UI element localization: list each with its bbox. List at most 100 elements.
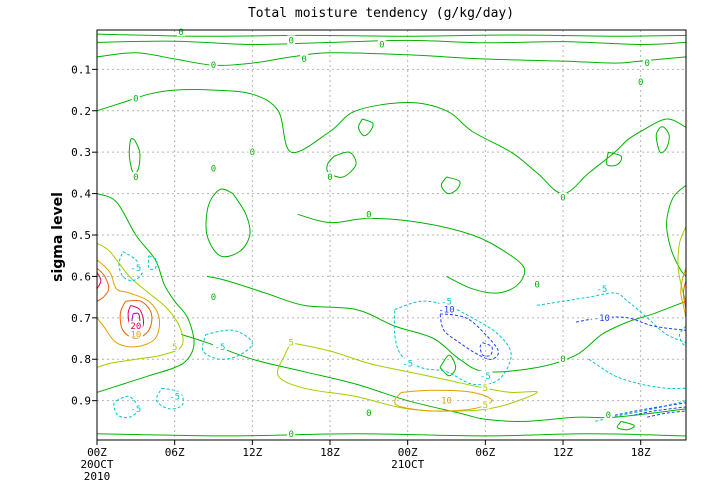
contour-line-0 (97, 33, 686, 37)
grid-lines (97, 30, 686, 440)
contour-line-20 (97, 272, 102, 290)
contour-label: 10 (130, 330, 141, 340)
contour-line-10 (680, 267, 686, 318)
axis-ticks (92, 68, 642, 445)
contour-line-neg5 (588, 358, 686, 390)
y-axis-label: sigma level (50, 192, 66, 282)
y-tick-label: 0.9 (71, 395, 91, 408)
contour-line-10 (394, 389, 493, 412)
contour-label-bg (170, 341, 179, 351)
contour-label-bg (594, 283, 609, 293)
contour-label: 20 (130, 322, 141, 332)
y-tick-label: 0.6 (71, 270, 91, 283)
contour-line-neg5 (537, 292, 686, 344)
x-tick-label: 06Z (475, 446, 495, 459)
contour-label-bg (209, 163, 218, 173)
y-tick-label: 0.3 (71, 146, 91, 159)
contour-label: -10 (594, 314, 610, 324)
contour-label-bg (439, 395, 454, 405)
contour-line-neg5 (118, 251, 143, 282)
x-tick-date-label: 20OCT (80, 458, 113, 471)
contour-label-bg (128, 329, 143, 339)
contour-label: 0 (178, 28, 183, 38)
contour-label: 0 (560, 355, 565, 365)
contour-label-bg (481, 383, 490, 393)
contour-label: 0 (301, 55, 306, 65)
contour-label-bg (248, 147, 257, 157)
contour-label: -10 (438, 306, 454, 316)
contour-label: 0 (638, 78, 643, 88)
contour-label-bg (177, 27, 186, 37)
contour-line-0 (97, 193, 195, 393)
contour-line-0 (128, 138, 141, 175)
contour-label-bg (167, 391, 182, 401)
contour-label-bg (364, 408, 373, 418)
contour-label: 0 (288, 430, 293, 440)
contour-line-0 (97, 39, 686, 46)
contour-label-bg (439, 296, 454, 306)
contour-line-neg10 (439, 313, 499, 360)
contour-label-bg (326, 172, 335, 182)
y-tick-label: 0.8 (71, 353, 91, 366)
contour-line-0 (97, 89, 686, 195)
contour-line-0 (358, 118, 374, 137)
contour-label: 0 (644, 59, 649, 69)
contour-label-bg (128, 403, 143, 413)
contour-label-bg (400, 358, 415, 368)
contour-label-bg (131, 172, 140, 182)
contour-label: 0 (534, 281, 539, 291)
contour-line-neg10 (614, 402, 686, 416)
contour-line-0 (97, 52, 686, 66)
contour-label: 0 (250, 148, 255, 158)
y-tick-labels: 0.1 0.2 0.3 0.4 0.5 0.6 0.7 0.8 0.9 (71, 63, 91, 407)
contour-label-bg (128, 321, 143, 331)
y-tick-label: 0.2 (71, 105, 91, 118)
contour-label-bg (287, 35, 296, 45)
contour-line-5 (677, 226, 686, 302)
x-tick-label: 00Z (87, 446, 107, 459)
contour-label-bg (481, 399, 490, 409)
contour-line-neg5 (393, 300, 512, 386)
contour-label-bg (643, 58, 652, 68)
contour-label-bg (364, 209, 373, 219)
contour-line-neg5 (113, 395, 139, 419)
contour-line-0 (440, 176, 461, 195)
contour-label-bg (128, 263, 143, 273)
contour-label: -5 (480, 372, 491, 382)
contour-line-0 (606, 151, 623, 167)
contour-line-0 (616, 420, 635, 431)
contour-line-0 (205, 188, 251, 258)
contour-line-0 (439, 354, 457, 377)
contour-label: -5 (402, 359, 413, 369)
contour-label-bg (636, 76, 645, 86)
y-tick-label: 0.7 (71, 312, 91, 325)
contour-label: -5 (441, 297, 452, 307)
contour-label-bg (591, 312, 612, 322)
contour-label: -5 (169, 393, 180, 403)
contour-label-bg (377, 39, 386, 49)
contour-line-neg5 (678, 325, 686, 348)
contour-label: 5 (288, 339, 293, 349)
contour-label-bg (209, 60, 218, 70)
contour-line-0 (206, 275, 686, 373)
contour-label-bg (559, 354, 568, 364)
x-tick-label: 12Z (242, 446, 262, 459)
contour-label: -5 (130, 264, 141, 274)
contour-line-neg10 (479, 342, 493, 357)
y-tick-label: 0.1 (71, 63, 91, 76)
contour-label: 0 (133, 173, 138, 183)
contour-label-bg (436, 304, 457, 314)
contour-label-bg (478, 370, 493, 380)
contour-label: 0 (606, 411, 611, 421)
contour-label: 0 (366, 409, 371, 419)
contour-label: 0 (379, 40, 384, 50)
x-tick-label: 18Z (631, 446, 651, 459)
contour-label: -5 (596, 285, 607, 295)
x-tick-label: 06Z (165, 446, 185, 459)
contour-label: 0 (327, 173, 332, 183)
chart-title: Total moisture tendency (g/kg/day) (248, 6, 514, 21)
contour-label: -5 (215, 343, 226, 353)
